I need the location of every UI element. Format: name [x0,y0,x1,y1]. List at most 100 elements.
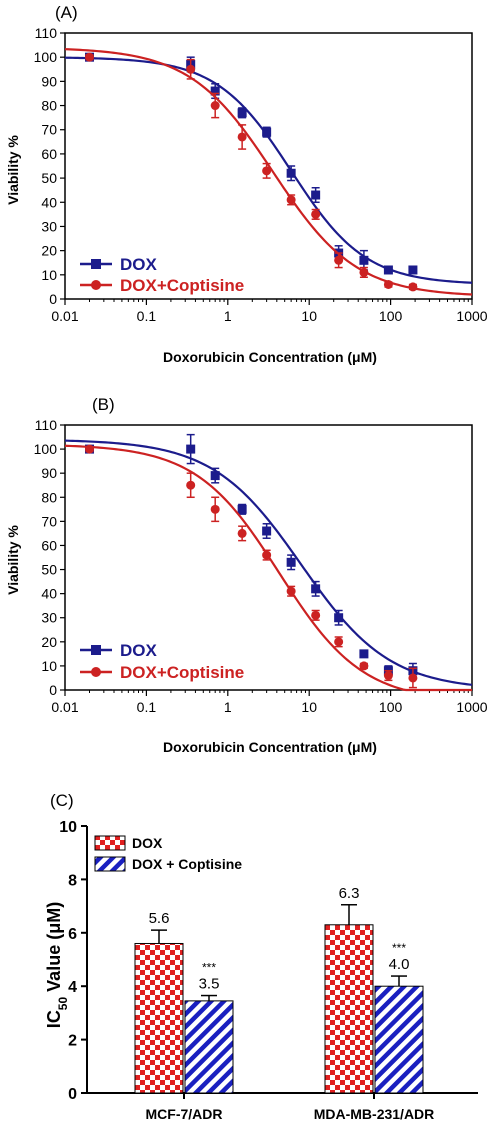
point-marker-circle [334,255,344,265]
point-marker-square [311,190,321,200]
y-tick-label: 10 [41,267,57,283]
data-point [311,187,321,204]
x-tick-label: 100 [379,699,403,715]
data-point [359,649,369,659]
x-tick-label: 10 [301,308,317,324]
x-tick-label: 100 [379,308,403,324]
point-marker-circle [210,504,220,514]
panel-b-y-axis-label: Viability % [5,525,21,595]
y-tick-label: 8 [68,872,77,889]
y-tick-label: 50 [41,562,57,578]
data-point [186,433,196,465]
legend-combo-label: DOX + Coptisine [132,856,242,872]
point-marker-square [286,557,296,567]
point-marker-circle [311,209,321,219]
panel-b-legend: DOX DOX+Coptisine [80,641,244,682]
y-tick-label: 60 [41,146,57,162]
point-marker-circle [237,132,247,142]
point-marker-circle [383,279,393,289]
data-point [237,503,247,515]
data-point [262,126,272,138]
bar-value-label: 5.6 [149,910,170,927]
point-marker-circle [359,661,369,671]
point-marker-square [359,649,369,659]
y-tick-label: 4 [68,979,77,996]
point-marker-circle [186,480,196,490]
data-point [210,496,220,523]
data-point [237,525,247,542]
legend-dox-marker [91,259,101,269]
legend-dox-label: DOX [120,255,158,274]
bar-combo [374,985,424,1094]
data-point [237,124,247,150]
point-marker-circle [262,550,272,560]
point-marker-circle [237,528,247,538]
data-point [186,58,196,80]
bar-value-label: 4.0 [389,956,410,973]
y-tick-label: 70 [41,122,57,138]
legend-combo-marker [91,667,101,677]
point-marker-square [262,127,272,137]
data-point [262,549,272,561]
x-tick-label: 10 [301,699,317,715]
panel-c-ic50-bars: (C) IC50 Value (μM) 0 2 4 6 8 10 MCF-7/ADR 5.6 3… [44,791,478,1122]
data-point [311,580,321,597]
data-point [383,279,393,289]
significance-label: *** [392,941,406,955]
panel-a-label: (A) [55,3,78,22]
y-tick-label: 50 [41,170,57,186]
point-marker-square [210,471,220,481]
y-tick-label: 0 [68,1086,77,1103]
significance-label: *** [202,961,216,975]
point-marker-square [359,255,369,265]
data-point [286,554,296,571]
point-marker-circle [85,52,95,62]
y-tick-label: 80 [41,98,57,114]
point-marker-square [210,86,220,96]
y-tick-label: 40 [41,586,57,602]
plot-frame [64,424,473,691]
category-label: MDA-MB-231/ADR [314,1106,435,1122]
legend-combo-label: DOX+Coptisine [120,276,244,295]
data-point [186,472,196,499]
data-point [286,165,296,182]
bar-value-label: 3.5 [199,976,220,993]
point-marker-square [286,168,296,178]
point-marker-square [186,444,196,454]
panel-a-legend: DOX DOX+Coptisine [80,255,244,295]
data-point [286,194,296,206]
point-marker-square [408,265,418,275]
y-tick-label: 10 [41,658,57,674]
y-tick-label: 2 [68,1033,77,1050]
bar-dox [134,942,184,1094]
x-tick-label: 1000 [456,699,487,715]
x-tick-label: 0.01 [51,308,78,324]
y-tick-label: 80 [41,489,57,505]
data-point [408,265,418,275]
ylabel-main: IC [44,1010,64,1028]
plot-frame [64,32,473,300]
bar-dox [324,924,374,1094]
y-tick-label: 90 [41,73,57,89]
point-marker-circle [186,64,196,74]
data-point [408,282,418,292]
point-marker-square [334,613,344,623]
data-point [237,107,247,119]
legend-dox-label: DOX [132,835,163,851]
y-tick-label: 0 [49,291,57,307]
y-tick-label: 60 [41,537,57,553]
data-point [262,523,272,539]
point-marker-square [262,526,272,536]
data-point [334,252,344,269]
point-marker-square [383,265,393,275]
point-marker-circle [311,610,321,620]
ylabel-rest: Value (μM) [44,902,64,997]
y-tick-label: 30 [41,218,57,234]
fit-curve-dox [64,439,473,686]
y-tick-label: 110 [35,417,58,433]
data-point [210,92,220,119]
x-tick-label: 0.1 [137,699,157,715]
panel-c-legend: DOX DOX + Coptisine [94,835,242,872]
point-marker-square [237,504,247,514]
legend-combo-marker [91,280,101,290]
